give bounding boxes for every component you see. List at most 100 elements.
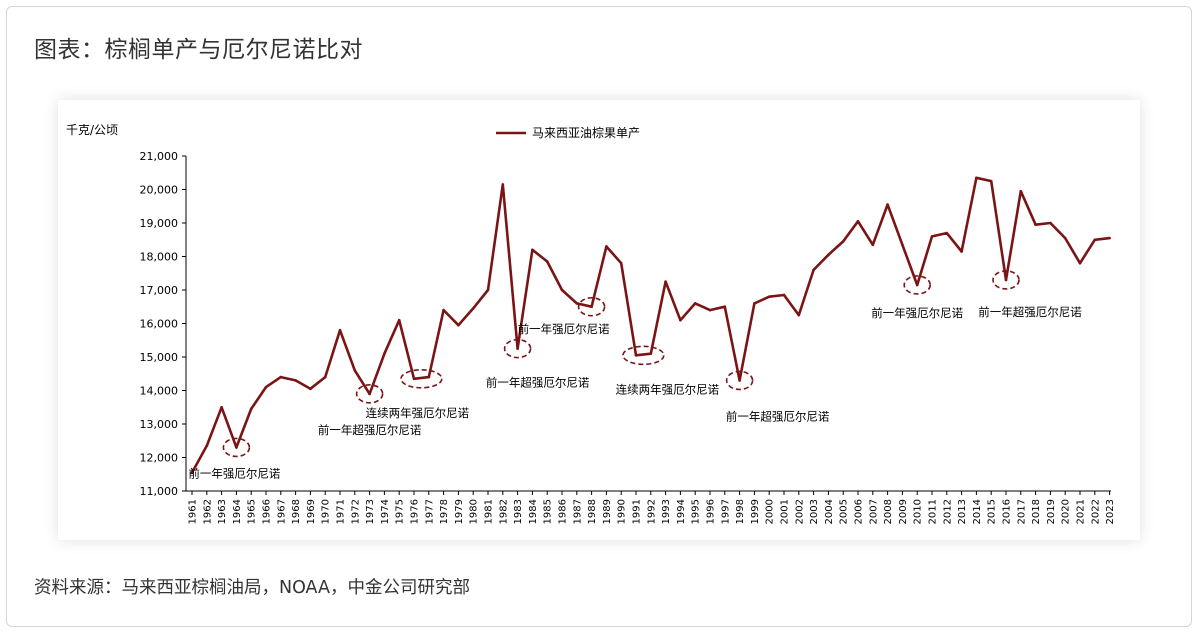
x-tick-label: 1984: [528, 499, 539, 524]
data-point: [457, 323, 460, 327]
series-layer: [190, 176, 1111, 474]
data-point: [723, 305, 727, 309]
x-tick-label: 2011: [928, 499, 939, 524]
data-point: [901, 243, 904, 247]
x-tick-label: 1970: [321, 499, 332, 524]
x-tick-label: 2010: [913, 499, 924, 524]
y-tick-label: 20,000: [140, 184, 179, 197]
x-tick-label: 1998: [735, 499, 746, 524]
y-tick-label: 11,000: [140, 485, 179, 498]
x-tick-label: 1980: [469, 499, 480, 524]
x-tick-label: 1992: [646, 499, 657, 524]
data-point: [368, 392, 371, 396]
data-point: [827, 253, 830, 257]
annotation-ellipse: [222, 437, 251, 458]
data-point: [235, 446, 238, 449]
x-tick-label: 2004: [824, 499, 835, 524]
data-point: [871, 243, 875, 247]
annotation-ellipse: [503, 338, 532, 359]
line-chart: 11,000 12,000 13,000 14,000 15,000 16,000 17,0…: [66, 123, 1116, 524]
data-point: [945, 231, 949, 235]
x-tick-label: 2022: [1090, 499, 1101, 524]
x-tick-label: 1974: [380, 499, 391, 524]
x-axis: 1961 1962 1963 1964 1965 1966 1967 1968 1969 1970…: [186, 490, 1116, 524]
annotation-ellipse: [577, 296, 606, 317]
x-tick-label: 1977: [424, 499, 435, 524]
data-point: [205, 444, 209, 448]
annotation-ellipse: [903, 275, 932, 295]
x-tick-label: 2021: [1076, 499, 1087, 524]
x-tick-label: 2020: [1061, 499, 1072, 524]
data-point: [738, 379, 741, 382]
data-point: [279, 375, 283, 379]
data-point: [708, 308, 712, 312]
data-point: [693, 302, 697, 305]
data-point: [782, 293, 786, 297]
data-point: [575, 302, 579, 305]
data-point: [220, 405, 223, 409]
data-point: [412, 377, 416, 381]
data-point: [427, 375, 431, 379]
x-tick-label: 1997: [720, 499, 731, 524]
page-title: 图表：棕榈单产与厄尔尼诺比对: [34, 37, 363, 63]
x-tick-label: 1978: [439, 499, 450, 524]
x-tick-label: 1968: [291, 499, 302, 524]
y-tick-label: 16,000: [140, 318, 179, 331]
annotation-ellipse: [725, 370, 754, 391]
data-point: [249, 407, 253, 411]
x-tick-label: 1987: [572, 499, 583, 524]
x-tick-label: 2006: [854, 499, 865, 524]
data-point: [975, 176, 978, 180]
data-point: [679, 318, 682, 322]
y-tick-label: 15,000: [140, 351, 179, 364]
data-point: [841, 240, 845, 243]
x-tick-label: 2017: [1016, 499, 1027, 524]
data-point: [989, 179, 993, 183]
data-point: [442, 308, 445, 312]
x-tick-label: 1964: [232, 499, 243, 524]
annotation-label: 连续两年强厄尔尼诺: [616, 382, 720, 396]
y-tick-label: 18,000: [140, 251, 179, 264]
data-point: [930, 235, 934, 238]
data-point: [1004, 278, 1008, 282]
data-point: [664, 280, 667, 283]
annotation-label: 前一年强厄尔尼诺: [518, 322, 610, 336]
x-tick-label: 1989: [602, 499, 613, 524]
x-tick-label: 1996: [706, 499, 717, 524]
x-tick-label: 2009: [898, 499, 909, 524]
x-tick-label: 2000: [765, 499, 776, 524]
y-tick-label: 19,000: [140, 217, 179, 230]
data-point: [338, 328, 342, 332]
x-tick-label: 2001: [780, 499, 791, 524]
y-tick-label: 14,000: [140, 385, 179, 398]
x-tick-label: 2014: [972, 499, 983, 524]
x-tick-label: 2005: [839, 499, 850, 524]
y-tick-label: 13,000: [140, 418, 179, 431]
x-tick-label: 1985: [543, 499, 554, 524]
legend-label: 马来西亚油棕果单产: [532, 125, 640, 140]
annotation-ellipse: [992, 270, 1020, 290]
data-point: [309, 387, 312, 391]
data-point: [797, 313, 801, 317]
x-tick-label: 2015: [987, 499, 998, 524]
x-tick-label: 1982: [498, 499, 509, 524]
x-tick-label: 2016: [1002, 499, 1013, 524]
data-point: [886, 203, 889, 206]
x-tick-label: 1981: [484, 499, 495, 524]
x-tick-label: 1966: [262, 499, 273, 524]
data-point: [516, 347, 519, 350]
annotation-label: 前一年超强厄尔尼诺: [978, 305, 1082, 319]
x-tick-label: 1991: [632, 499, 643, 524]
y-axis: 11,000 12,000 13,000 14,000 15,000 16,000 17,0…: [140, 150, 187, 498]
data-point: [501, 183, 505, 186]
x-tick-label: 2018: [1031, 499, 1042, 524]
data-point: [1078, 261, 1082, 265]
x-tick-label: 2019: [1046, 499, 1057, 524]
x-tick-label: 1988: [587, 499, 598, 524]
legend: 马来西亚油棕果单产: [496, 125, 640, 140]
annotation-label: 前一年超强厄尔尼诺: [486, 376, 590, 390]
y-tick-label: 12,000: [140, 452, 179, 465]
x-tick-label: 2003: [809, 499, 820, 524]
data-point: [1034, 223, 1037, 226]
annotation-ellipse: [355, 384, 384, 404]
